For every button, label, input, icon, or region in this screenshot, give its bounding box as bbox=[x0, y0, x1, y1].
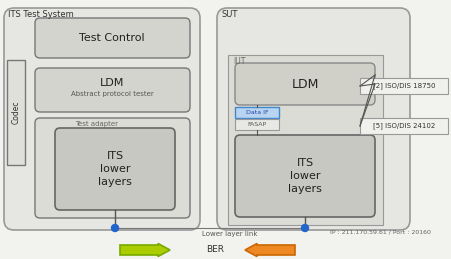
FancyBboxPatch shape bbox=[35, 18, 189, 58]
Text: LDM: LDM bbox=[100, 78, 124, 88]
Text: Abstract protocol tester: Abstract protocol tester bbox=[70, 91, 153, 97]
Text: ITS
lower
layers: ITS lower layers bbox=[287, 158, 321, 194]
FancyArrow shape bbox=[120, 243, 170, 256]
Circle shape bbox=[111, 225, 118, 232]
Text: ITS Test System: ITS Test System bbox=[8, 10, 74, 19]
Text: Data IF: Data IF bbox=[245, 110, 268, 114]
Bar bbox=[359, 118, 447, 134]
Text: ITS
lower
layers: ITS lower layers bbox=[98, 151, 132, 187]
Circle shape bbox=[301, 225, 308, 232]
FancyBboxPatch shape bbox=[216, 8, 409, 230]
FancyBboxPatch shape bbox=[35, 68, 189, 112]
Text: Lower layer link: Lower layer link bbox=[202, 231, 257, 237]
Text: BER: BER bbox=[206, 246, 224, 255]
Text: Test Control: Test Control bbox=[79, 33, 144, 43]
Bar bbox=[235, 119, 278, 130]
FancyBboxPatch shape bbox=[35, 118, 189, 218]
FancyArrow shape bbox=[244, 243, 295, 256]
Text: LDM: LDM bbox=[290, 77, 318, 90]
Text: Test adapter: Test adapter bbox=[75, 121, 118, 127]
Text: [2] ISO/DIS 18750: [2] ISO/DIS 18750 bbox=[372, 83, 434, 89]
Bar bbox=[359, 78, 447, 94]
Text: [5] ISO/DIS 24102: [5] ISO/DIS 24102 bbox=[372, 123, 434, 130]
Bar bbox=[235, 107, 278, 118]
FancyBboxPatch shape bbox=[235, 63, 374, 105]
FancyBboxPatch shape bbox=[235, 135, 374, 217]
FancyBboxPatch shape bbox=[55, 128, 175, 210]
Bar bbox=[7, 60, 25, 165]
Text: FASAP: FASAP bbox=[247, 121, 266, 126]
Text: IUT: IUT bbox=[232, 57, 245, 66]
Text: IP : 211.170.59.61 / Port : 20160: IP : 211.170.59.61 / Port : 20160 bbox=[329, 229, 430, 234]
FancyBboxPatch shape bbox=[4, 8, 199, 230]
Text: SUT: SUT bbox=[221, 10, 238, 19]
Bar bbox=[227, 55, 382, 225]
Text: Codec: Codec bbox=[11, 100, 20, 124]
